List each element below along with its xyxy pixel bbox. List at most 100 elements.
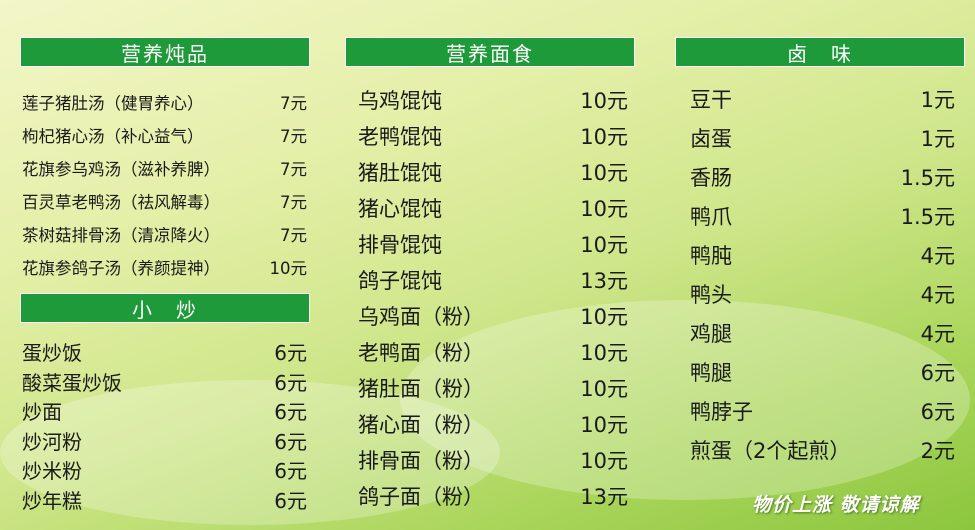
item-name: 老鸭面（粉） xyxy=(358,341,484,365)
item-name: 炒年糕 xyxy=(22,488,82,513)
footer-notice: 物价上涨 敬请谅解 xyxy=(752,494,920,516)
section-header: 小 炒 xyxy=(20,293,310,323)
item-price: 6元 xyxy=(274,341,307,366)
menu-item: 百灵草老鸭汤（祛风解毒） 7元 xyxy=(22,184,307,217)
item-name: 鸭脖子 xyxy=(690,399,753,424)
item-price: 7元 xyxy=(280,93,307,113)
item-name: 莲子猪肚汤（健胃养心） xyxy=(22,93,204,113)
menu-item: 鸭肫 4元 xyxy=(690,235,955,274)
menu-item: 蛋炒饭 6元 xyxy=(22,337,307,367)
item-price: 10元 xyxy=(580,125,628,149)
item-price: 10元 xyxy=(269,258,308,278)
item-price: 6元 xyxy=(274,400,307,425)
item-price: 1.5元 xyxy=(900,204,955,229)
item-price: 7元 xyxy=(280,225,307,245)
menu-item: 鸭腿 6元 xyxy=(690,352,955,391)
item-name: 鸭头 xyxy=(690,282,732,307)
menu-item: 老鸭馄饨 10元 xyxy=(358,118,628,154)
item-price: 10元 xyxy=(580,449,628,473)
item-name: 排骨面（粉） xyxy=(358,449,484,473)
item-price: 10元 xyxy=(580,413,628,437)
section-header: 卤 味 xyxy=(675,37,965,67)
item-name: 花旗参乌鸡汤（滋补养脾） xyxy=(22,159,220,179)
item-name: 乌鸡面（粉） xyxy=(358,305,484,329)
menu-item: 炒河粉 6元 xyxy=(22,426,307,456)
item-name: 鸭爪 xyxy=(690,204,732,229)
menu-item: 卤蛋 1元 xyxy=(690,118,955,157)
menu-item: 猪心馄饨 10元 xyxy=(358,190,628,226)
item-price: 1.5元 xyxy=(900,165,955,190)
menu-item: 鸭头 4元 xyxy=(690,274,955,313)
item-name: 炒河粉 xyxy=(22,429,82,454)
item-name: 猪肚面（粉） xyxy=(358,377,484,401)
menu-item: 花旗参乌鸡汤（滋补养脾） 7元 xyxy=(22,151,307,184)
menu-item: 鸭爪 1.5元 xyxy=(690,196,955,235)
item-price: 13元 xyxy=(580,485,628,509)
item-name: 鸡腿 xyxy=(690,321,732,346)
item-name: 豆干 xyxy=(690,87,732,112)
item-price: 4元 xyxy=(920,282,955,307)
menu-item: 茶树菇排骨汤（清凉降火） 7元 xyxy=(22,217,307,250)
item-price: 1元 xyxy=(920,126,955,151)
item-price: 10元 xyxy=(580,197,628,221)
item-name: 鸭腿 xyxy=(690,360,732,385)
item-price: 10元 xyxy=(580,305,628,329)
item-price: 10元 xyxy=(580,161,628,185)
menu-item: 老鸭面（粉） 10元 xyxy=(358,334,628,370)
item-price: 6元 xyxy=(274,429,307,454)
item-name: 茶树菇排骨汤（清凉降火） xyxy=(22,225,220,245)
item-name: 炒面 xyxy=(22,400,62,425)
item-price: 7元 xyxy=(280,192,307,212)
item-price: 4元 xyxy=(920,321,955,346)
menu-item: 豆干 1元 xyxy=(690,79,955,118)
item-name: 炒米粉 xyxy=(22,459,82,484)
item-name: 乌鸡馄饨 xyxy=(358,89,442,113)
menu-item: 炒面 6元 xyxy=(22,396,307,426)
item-price: 2元 xyxy=(920,438,955,463)
item-name: 猪心面（粉） xyxy=(358,413,484,437)
menu-item: 乌鸡面（粉） 10元 xyxy=(358,298,628,334)
menu-item: 酸菜蛋炒饭 6元 xyxy=(22,367,307,397)
item-name: 枸杞猪心汤（补心益气） xyxy=(22,126,204,146)
item-price: 10元 xyxy=(580,233,628,257)
menu-item: 枸杞猪心汤（补心益气） 7元 xyxy=(22,118,307,151)
item-name: 排骨馄饨 xyxy=(358,233,442,257)
item-price: 10元 xyxy=(580,341,628,365)
item-price: 6元 xyxy=(274,488,307,513)
menu-item: 香肠 1.5元 xyxy=(690,157,955,196)
item-name: 鸽子面（粉） xyxy=(358,485,484,509)
item-price: 6元 xyxy=(274,459,307,484)
menu-item: 猪肚馄饨 10元 xyxy=(358,154,628,190)
item-price: 7元 xyxy=(280,126,307,146)
item-name: 猪肚馄饨 xyxy=(358,161,442,185)
item-price: 10元 xyxy=(580,89,628,113)
menu-item: 鸭脖子 6元 xyxy=(690,391,955,430)
item-price: 10元 xyxy=(580,377,628,401)
menu-item: 鸡腿 4元 xyxy=(690,313,955,352)
item-name: 煎蛋（2个起煎） xyxy=(690,438,851,463)
menu-item: 莲子猪肚汤（健胃养心） 7元 xyxy=(22,85,307,118)
item-name: 蛋炒饭 xyxy=(22,341,82,366)
item-name: 花旗参鸽子汤（养颜提神） xyxy=(22,258,220,278)
menu-item: 猪心面（粉） 10元 xyxy=(358,406,628,442)
item-name: 百灵草老鸭汤（祛风解毒） xyxy=(22,192,220,212)
menu-item: 乌鸡馄饨 10元 xyxy=(358,82,628,118)
menu-item: 排骨馄饨 10元 xyxy=(358,226,628,262)
item-name: 香肠 xyxy=(690,165,732,190)
item-name: 酸菜蛋炒饭 xyxy=(22,370,122,395)
menu-item: 炒年糕 6元 xyxy=(22,485,307,515)
item-price: 4元 xyxy=(920,243,955,268)
section-header: 营养炖品 xyxy=(20,37,310,67)
item-price: 13元 xyxy=(580,269,628,293)
menu-item: 鸽子馄饨 13元 xyxy=(358,262,628,298)
item-name: 鸭肫 xyxy=(690,243,732,268)
background-wave xyxy=(0,380,500,525)
menu-item: 鸽子面（粉） 13元 xyxy=(358,478,628,514)
item-name: 卤蛋 xyxy=(690,126,732,151)
background-wave xyxy=(400,300,970,500)
section-header: 营养面食 xyxy=(345,37,635,67)
menu-item: 煎蛋（2个起煎） 2元 xyxy=(690,430,955,469)
menu-item: 排骨面（粉） 10元 xyxy=(358,442,628,478)
item-price: 7元 xyxy=(280,159,307,179)
menu-item: 猪肚面（粉） 10元 xyxy=(358,370,628,406)
